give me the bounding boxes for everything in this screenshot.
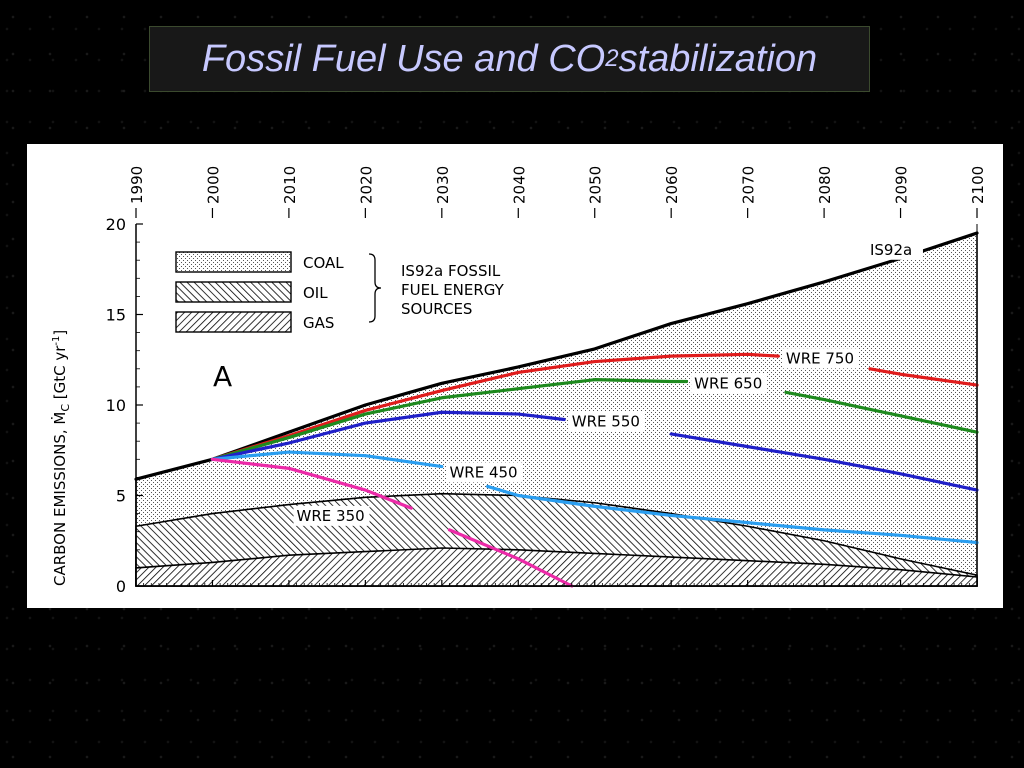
x-tick-label-1990: 1990 [128, 166, 146, 204]
legend-oil-label: OIL [303, 284, 328, 302]
label-bg-wre-550 [568, 411, 645, 432]
series-label-wre-450: WRE 450 [449, 463, 517, 481]
y-tick-label-15: 15 [106, 306, 126, 325]
stacked-areas [135, 231, 978, 587]
emissions-chart: 1990 2000 2010 2020 2030 2040 2050 2060 2070 2080… [50, 166, 987, 596]
line-wre-750-seg-0 [210, 352, 780, 461]
series-lines [134, 231, 979, 588]
x-tick-label-2020: 2020 [357, 166, 375, 204]
legend-group-line-1: IS92a FOSSIL [401, 262, 501, 280]
series-label-wre-750: WRE 750 [786, 349, 854, 367]
line-wre-450-seg-1 [486, 484, 979, 545]
series-label-wre-350: WRE 350 [297, 507, 365, 525]
label-bg-wre-350 [293, 505, 370, 526]
legend-group-line-3: SOURCES [401, 300, 472, 318]
line-wre-450-seg-0 [210, 450, 444, 469]
y-tick-label-20: 20 [106, 215, 126, 234]
axis-ticks: 1990 2000 2010 2020 2030 2040 2050 2060 2070 2080… [106, 166, 987, 596]
x-tick-label-2010: 2010 [281, 166, 299, 204]
y-tick-label-0: 0 [116, 577, 126, 596]
line-wre-750-seg-1 [868, 367, 979, 387]
x-tick-label-2050: 2050 [587, 166, 605, 204]
legend-coal-label: COAL [303, 254, 344, 272]
line-wre-650-seg-1 [784, 390, 979, 434]
title-subscript: 2 [605, 45, 619, 72]
legend: COAL OIL GAS IS92a FOSSIL FUEL ENERGY SO… [175, 251, 505, 333]
y-axis-label: CARBON EMISSIONS, ṀC [GtC yr-1] [50, 330, 72, 586]
legend-brace [368, 253, 382, 323]
legend-gas-label: GAS [303, 314, 334, 332]
legend-group-line-2: FUEL ENERGY [401, 281, 505, 299]
label-bg-wre-750 [782, 348, 859, 369]
title-prefix: Fossil Fuel Use and CO [201, 37, 606, 80]
x-tick-label-2080: 2080 [816, 166, 834, 204]
x-tick-label-2100: 2100 [969, 166, 987, 204]
y-tick-label-10: 10 [106, 396, 126, 415]
label-bg-wre-450 [446, 462, 523, 483]
x-tick-label-2000: 2000 [204, 166, 222, 204]
area-gas [135, 547, 978, 587]
label-bg-wre-650 [691, 373, 768, 394]
series-label-wre-650: WRE 650 [694, 375, 762, 393]
line-wre-350-seg-1 [447, 528, 574, 588]
line-wre-550-seg-1 [669, 432, 979, 492]
y-tick-label-5: 5 [116, 487, 126, 506]
x-tick-label-2090: 2090 [893, 166, 911, 204]
x-tick-label-2030: 2030 [434, 166, 452, 204]
label-bg-is92a [866, 239, 923, 260]
x-tick-label-2060: 2060 [663, 166, 681, 204]
series-label-wre-550: WRE 550 [572, 413, 640, 431]
line-wre-350-seg-0 [210, 457, 413, 510]
panel-label: A [213, 360, 232, 393]
x-tick-label-2040: 2040 [510, 166, 528, 204]
title-suffix: stabilization [618, 37, 818, 80]
series-labels: IS92a WRE 750 WRE 650 WRE 550 WRE 450 WRE 350 [293, 239, 923, 526]
line-is92a-seg-0 [134, 231, 979, 481]
slide-title: Fossil Fuel Use and CO 2 stabilization [149, 26, 870, 92]
series-label-is92a: IS92a [870, 241, 912, 259]
x-tick-label-2070: 2070 [740, 166, 758, 204]
chart-panel: 1990 2000 2010 2020 2030 2040 2050 2060 2070 2080… [27, 144, 1003, 608]
line-wre-650-seg-0 [210, 378, 689, 461]
line-wre-550-seg-0 [210, 410, 566, 461]
